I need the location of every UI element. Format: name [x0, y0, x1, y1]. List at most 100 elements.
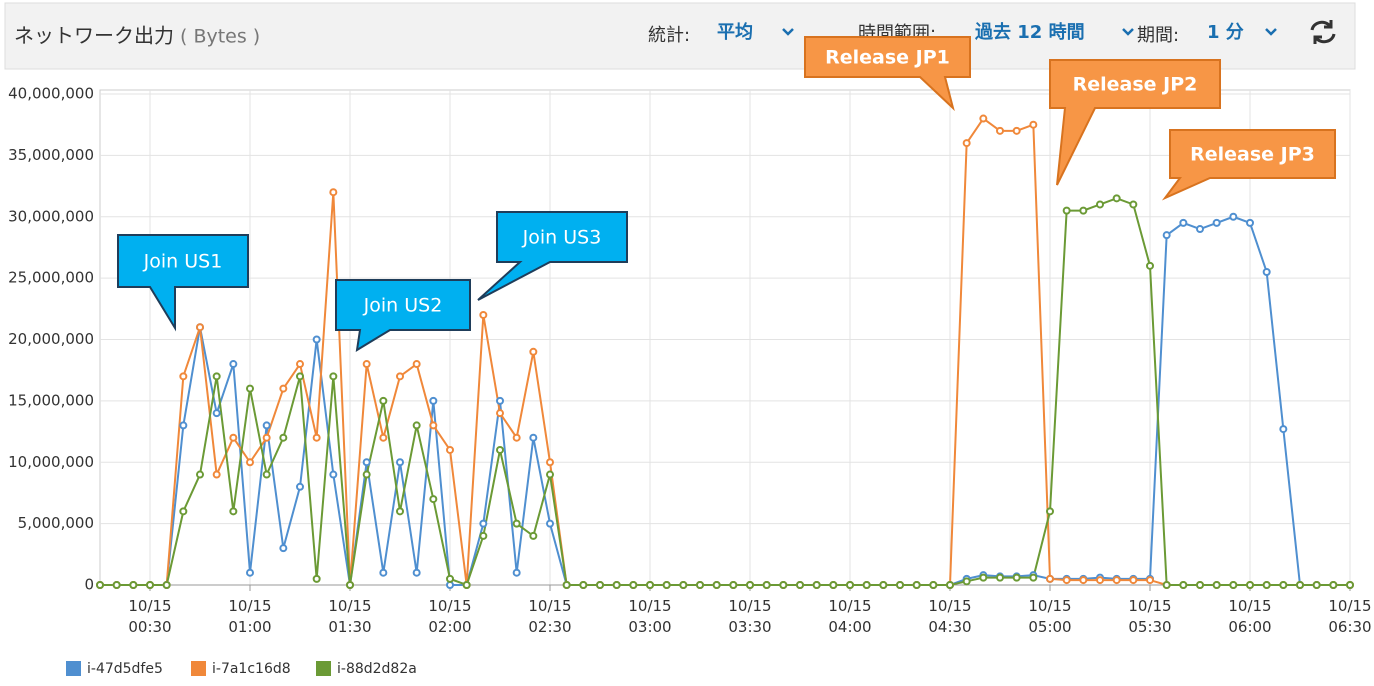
x-tick-label: 10/15 02:00: [428, 597, 472, 636]
data-point: [612, 581, 621, 589]
data-point: [529, 433, 538, 442]
chart-title: ネットワーク出力: [14, 24, 174, 48]
data-point: [162, 581, 171, 589]
data-point: [979, 114, 988, 123]
data-point: [412, 421, 421, 430]
data-point: [1046, 574, 1054, 583]
legend-swatch: [316, 661, 331, 676]
data-point: [696, 581, 704, 589]
data-point: [762, 581, 771, 589]
data-point: [379, 433, 388, 442]
header-bar: [4, 2, 1356, 70]
data-point: [862, 581, 871, 589]
data-point: [229, 433, 238, 442]
callout-text: Join US1: [143, 251, 223, 273]
data-point: [312, 574, 321, 583]
data-point: [996, 573, 1004, 582]
data-point: [279, 544, 288, 553]
range-dropdown[interactable]: 過去 12 時間: [975, 21, 1085, 43]
data-point: [262, 470, 271, 479]
x-tick-label: 10/15 05:00: [1028, 597, 1072, 636]
data-point: [329, 188, 338, 197]
data-point: [346, 581, 354, 589]
data-point: [479, 531, 488, 540]
data-point: [596, 581, 604, 589]
data-point: [1346, 581, 1354, 589]
data-point: [1029, 120, 1038, 129]
data-point: [529, 531, 538, 540]
data-point: [1212, 218, 1221, 227]
data-point: [1012, 126, 1021, 135]
data-point: [996, 126, 1004, 135]
x-tick-label: 10/15 06:00: [1228, 597, 1272, 636]
data-point: [746, 581, 754, 589]
data-point: [1329, 581, 1338, 589]
data-point: [279, 433, 288, 442]
data-point: [1046, 507, 1054, 516]
callout-text: Release JP3: [1190, 144, 1315, 166]
data-point: [1129, 576, 1138, 585]
refresh-button[interactable]: [1310, 20, 1336, 44]
legend-swatch: [66, 661, 81, 676]
data-point: [1296, 581, 1304, 589]
data-point: [179, 421, 188, 430]
dropdown-arrow[interactable]: [1122, 28, 1134, 36]
data-point: [1279, 581, 1288, 589]
y-tick-label: 40,000,000: [8, 85, 94, 103]
data-point: [1229, 581, 1238, 589]
data-point: [229, 507, 238, 516]
data-point: [879, 581, 888, 589]
legend-label: i-47d5dfe5: [87, 661, 163, 677]
data-point: [362, 360, 371, 369]
data-point: [512, 568, 521, 577]
data-point: [912, 581, 921, 589]
callout-text: Join US3: [522, 227, 602, 249]
data-point: [1029, 573, 1038, 582]
data-point: [212, 372, 221, 381]
legend-label: i-88d2d82a: [337, 661, 417, 677]
dropdown-arrow[interactable]: [1265, 28, 1277, 36]
callout-text: Release JP1: [825, 47, 950, 69]
data-point: [1129, 200, 1138, 209]
data-point: [246, 384, 254, 393]
x-tick-label: 10/15 01:30: [328, 597, 372, 636]
callout: [1161, 129, 1336, 201]
y-tick-label: 35,000,000: [8, 146, 94, 164]
data-point: [446, 574, 454, 583]
data-point: [1179, 218, 1188, 227]
y-tick-label: 30,000,000: [8, 207, 94, 225]
y-tick-label: 10,000,000: [8, 453, 94, 471]
data-point: [1146, 576, 1154, 585]
period-dropdown[interactable]: 1 分: [1207, 22, 1244, 43]
data-point: [812, 581, 821, 589]
data-point: [1279, 425, 1288, 434]
legend-swatch: [191, 661, 206, 676]
data-point: [729, 581, 738, 589]
data-point: [429, 421, 438, 430]
data-point: [462, 581, 471, 589]
y-tick-label: 25,000,000: [8, 269, 94, 287]
x-tick-label: 10/15 03:30: [728, 597, 772, 636]
data-point: [529, 347, 538, 356]
data-point: [112, 581, 121, 589]
data-point: [1096, 200, 1104, 209]
data-point: [712, 581, 721, 589]
data-point: [396, 372, 404, 381]
data-point: [496, 409, 504, 418]
stat-dropdown[interactable]: 平均: [717, 21, 753, 43]
data-point: [1246, 218, 1254, 227]
dropdown-arrow[interactable]: [782, 28, 794, 36]
data-point: [1079, 576, 1088, 585]
callout: [335, 279, 471, 352]
data-point: [1012, 573, 1021, 582]
data-point: [629, 581, 638, 589]
data-point: [229, 360, 238, 369]
x-tick-label: 10/15 00:30: [128, 597, 172, 636]
data-point: [546, 470, 554, 479]
data-point: [779, 581, 788, 589]
data-point: [562, 581, 571, 589]
legend-label: i-7a1c16d8: [212, 661, 291, 677]
callout: [477, 211, 628, 301]
data-point: [429, 495, 438, 504]
callout-text: Join US2: [363, 295, 443, 317]
